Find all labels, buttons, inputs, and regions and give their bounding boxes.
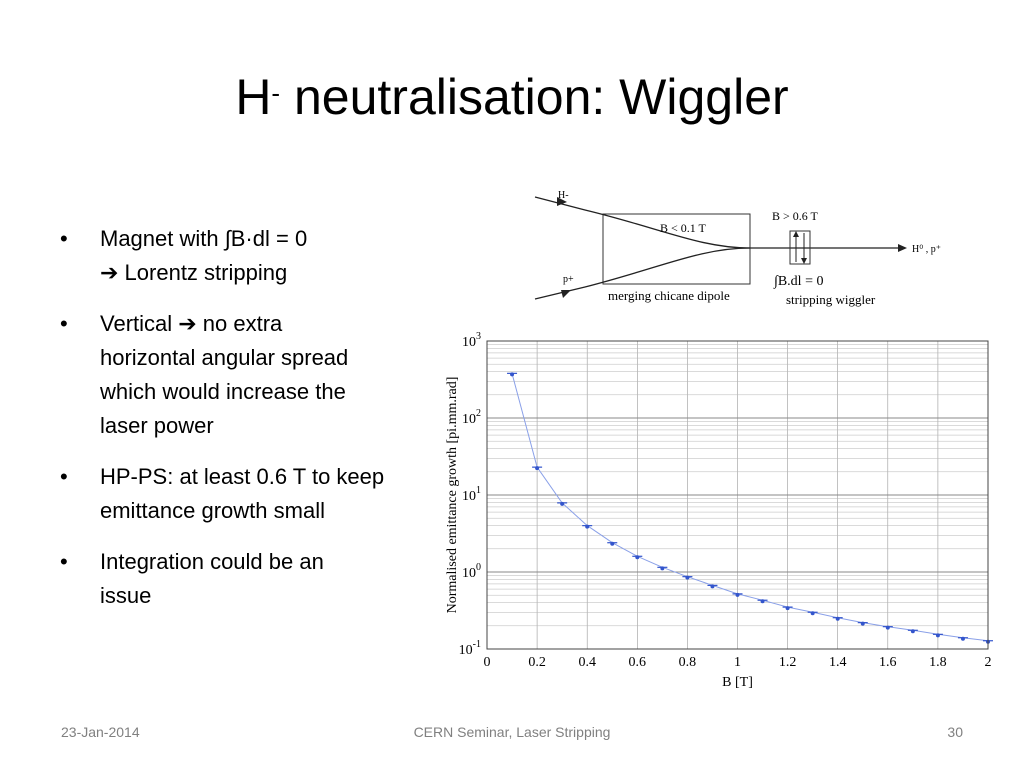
x-tick-label: 0.4	[578, 655, 596, 670]
data-point	[960, 636, 965, 641]
x-tick-label: 0.6	[629, 655, 647, 670]
data-point	[535, 466, 540, 471]
data-point	[635, 555, 640, 560]
x-tick-label: 1.2	[779, 655, 797, 670]
slide-title: H- neutralisation: Wiggler	[0, 62, 1024, 132]
pplus-label: p+	[563, 274, 574, 285]
y-tick-base: 10	[462, 566, 476, 581]
x-tick-label: 0.8	[679, 655, 697, 670]
bullet-marker: •	[60, 226, 68, 251]
data-point	[685, 575, 690, 580]
data-point	[735, 592, 740, 597]
data-point	[885, 625, 890, 630]
bullet-line: emittance growth small	[100, 498, 325, 523]
bullet-line: Integration could be an	[100, 549, 324, 574]
data-point	[560, 501, 565, 506]
bullet-line: horizontal angular spread	[100, 345, 349, 370]
beamline-diagram: H- p+ B < 0.1 T B > 0.6 T H⁰ , p⁺ ∫B.dl …	[534, 190, 941, 307]
data-point	[910, 629, 915, 634]
y-tick-exponent: 3	[476, 331, 481, 342]
data-point	[585, 524, 590, 529]
pplus-arrow	[561, 290, 571, 298]
series-points	[507, 372, 993, 644]
bullet-marker: •	[60, 549, 68, 574]
bullet-marker: •	[60, 464, 68, 489]
wiggler-down-arrow	[801, 258, 807, 264]
x-tick-label: 1.8	[929, 655, 947, 670]
data-point	[860, 621, 865, 626]
data-point	[510, 372, 515, 377]
bullet-marker: •	[60, 311, 68, 336]
bullet-item: • Integration could be an issue	[60, 545, 440, 613]
title-rest: neutralisation: Wiggler	[280, 69, 789, 125]
chart-ticks: 0 0.2 0.4 0.6 0.8 1 1.2 1.4 1.6 1.8 210-1100101102…	[459, 331, 992, 670]
chart-grid	[486, 341, 989, 650]
hminus-arrow	[557, 197, 567, 206]
output-label: H⁰ , p⁺	[912, 244, 941, 255]
bullet-list: • Magnet with ∫B·dl = 0 ➔ Lorentz strippin…	[60, 222, 440, 630]
x-tick-label: 1	[734, 655, 741, 670]
wiggler-up-arrow	[793, 231, 799, 237]
y-tick-label: 103	[462, 331, 481, 350]
chicane-box	[602, 213, 751, 285]
y-tick-label: 100	[462, 562, 481, 581]
bullet-line: Vertical ➔ no extra	[100, 311, 283, 336]
y-tick-exponent: 2	[476, 408, 481, 419]
output-arrow	[898, 244, 907, 252]
data-point	[710, 584, 715, 589]
bullet-line: laser power	[100, 413, 214, 438]
bullet-item: • HP-PS: at least 0.6 T to keep emittance …	[60, 460, 440, 528]
data-point	[810, 611, 815, 616]
integral-label: ∫B.dl = 0	[773, 274, 823, 289]
bullet-line: HP-PS: at least 0.6 T to keep	[100, 464, 385, 489]
title-main: H	[235, 69, 272, 125]
y-tick-exponent: -1	[473, 639, 481, 650]
pplus-beam	[534, 247, 751, 300]
y-tick-base: 10	[462, 335, 476, 350]
bullet-line: ➔ Lorentz stripping	[100, 260, 288, 285]
y-tick-exponent: 0	[476, 562, 481, 573]
y-axis-label: Normalised emittance growth [pi.mm.rad]	[445, 377, 460, 614]
data-point	[760, 599, 765, 604]
hminus-label: H-	[558, 190, 569, 201]
bullet-line: which would increase the	[100, 379, 346, 404]
plot-frame	[486, 340, 989, 650]
chicane-label: merging chicane dipole	[608, 288, 730, 303]
y-tick-label: 101	[462, 485, 481, 504]
data-point	[610, 541, 615, 546]
bullet-item: • Magnet with ∫B·dl = 0 ➔ Lorentz strippin…	[60, 222, 440, 290]
y-tick-base: 10	[459, 643, 473, 658]
x-tick-label: 1.6	[879, 655, 897, 670]
x-tick-label: 0.2	[528, 655, 546, 670]
chicane-field-label: B < 0.1 T	[660, 221, 707, 235]
x-axis-label: B [T]	[722, 675, 753, 690]
data-point	[935, 633, 940, 638]
data-point	[835, 616, 840, 621]
y-tick-exponent: 1	[476, 485, 481, 496]
footer-date: 23-Jan-2014	[61, 724, 140, 740]
x-tick-label: 1.4	[829, 655, 847, 670]
bullet-line: issue	[100, 583, 152, 608]
y-tick-base: 10	[462, 489, 476, 504]
bullet-item: • Vertical ➔ no extra horizontal angular s…	[60, 307, 440, 443]
wiggler-label: stripping wiggler	[786, 292, 876, 307]
y-tick-label: 10-1	[459, 639, 481, 658]
title-superscript: -	[271, 78, 281, 108]
y-tick-label: 102	[462, 408, 481, 427]
wiggler-field-label: B > 0.6 T	[772, 209, 819, 223]
wiggler-box	[789, 230, 811, 265]
footer-title: CERN Seminar, Laser Stripping	[413, 724, 611, 740]
x-tick-label: 0	[484, 655, 491, 670]
hminus-beam	[534, 196, 751, 249]
page-number: 30	[947, 724, 963, 740]
y-tick-base: 10	[462, 412, 476, 427]
bullet-line: Magnet with ∫B·dl = 0	[100, 226, 308, 251]
data-point	[660, 566, 665, 571]
x-tick-label: 2	[985, 655, 992, 670]
data-point	[785, 606, 790, 611]
